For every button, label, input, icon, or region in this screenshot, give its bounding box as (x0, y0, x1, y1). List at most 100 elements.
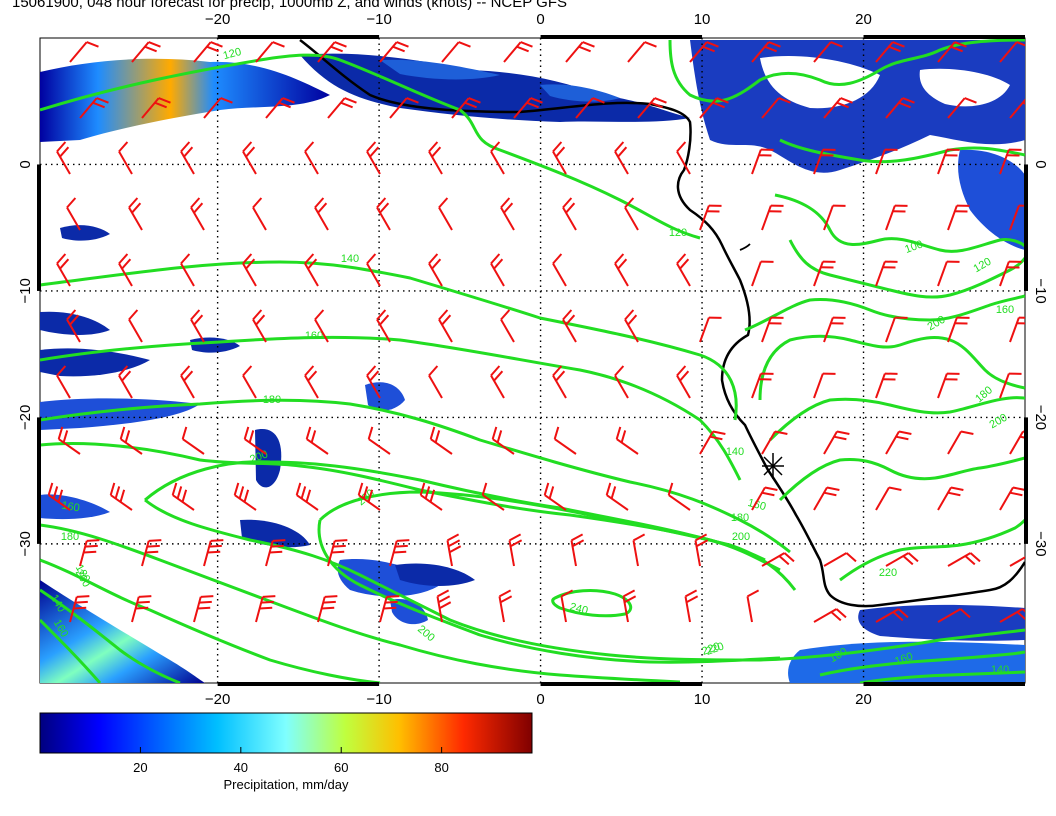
wind-barb (118, 365, 133, 399)
wind-barb (242, 253, 257, 287)
wind-barb (622, 589, 637, 623)
wind-barb (999, 372, 1022, 399)
wind-barb (885, 97, 915, 119)
wind-barb (379, 41, 409, 63)
wind-barb (203, 97, 233, 119)
wind-barb (118, 253, 133, 287)
border-tick-left (37, 417, 41, 544)
wind-barb (304, 141, 319, 175)
bottom-lon-label: 20 (855, 691, 872, 708)
wind-barb (366, 141, 381, 175)
wind-barb (446, 533, 462, 567)
wind-barb (937, 148, 960, 175)
wind-barb (265, 539, 286, 567)
precip-patch-west-1 (60, 225, 110, 241)
wind-barb (190, 309, 205, 343)
wind-barb (761, 204, 784, 231)
wind-barb (947, 430, 974, 455)
wind-barb (314, 309, 329, 343)
wind-barb (562, 197, 577, 231)
wind-barb (128, 197, 143, 231)
wind-barb (255, 595, 276, 623)
precipitation-field (40, 40, 1025, 683)
wind-barb (570, 533, 585, 567)
wind-barb (367, 426, 391, 455)
wind-barb (193, 595, 214, 623)
wind-barb (761, 316, 784, 343)
contour-label: 160 (305, 330, 323, 342)
wind-barb (699, 204, 722, 231)
wind-barb (56, 365, 71, 399)
wind-barb (513, 97, 543, 119)
border-tick-bottom (863, 682, 1025, 686)
wind-barb (490, 253, 505, 287)
top-lon-label: 0 (536, 11, 544, 28)
wind-barb (503, 41, 533, 63)
wind-barb (823, 204, 846, 231)
colorbar-tick-label: 40 (234, 760, 248, 775)
wind-barb (180, 253, 195, 287)
precip-itcz-west (40, 58, 330, 142)
wind-barb (56, 141, 71, 175)
wind-barb (376, 197, 391, 231)
precip-patch-mid-3 (255, 429, 282, 488)
border-tick-top (863, 35, 1025, 39)
wind-barb (1009, 316, 1025, 343)
contour-label: 140 (726, 446, 744, 458)
contour-label: 160 (996, 304, 1014, 316)
wind-barb (500, 309, 515, 343)
wind-barb (379, 595, 400, 623)
wind-barb (875, 148, 898, 175)
wind-barb (190, 197, 205, 231)
wind-barb (1009, 204, 1025, 231)
wind-barb (141, 97, 171, 119)
wind-barb (751, 486, 778, 511)
wind-barb (119, 426, 143, 455)
wind-barb (66, 309, 81, 343)
wind-barb (1009, 430, 1025, 455)
wind-barb (1009, 552, 1025, 567)
wind-barb (885, 430, 912, 455)
wind-barb (627, 41, 657, 63)
border-ticks (37, 35, 1028, 686)
wind-barb (667, 482, 691, 511)
wind-barb (57, 426, 81, 455)
wind-barbs (47, 41, 1025, 623)
contour-label: 140 (341, 253, 359, 265)
wind-barb (875, 608, 909, 623)
wind-barb (553, 426, 577, 455)
wind-barb (242, 365, 257, 399)
wind-barb (761, 430, 788, 455)
wind-barb (947, 552, 981, 567)
wind-barb (761, 552, 795, 567)
wind-barb (947, 316, 970, 343)
wind-barb (252, 309, 267, 343)
precip-southwest-band (40, 580, 205, 683)
wind-barb (813, 372, 836, 399)
wind-barb (751, 148, 774, 175)
contour-label: 180 (263, 394, 281, 406)
wind-barb (436, 589, 452, 623)
contour-label: 160 (60, 500, 80, 515)
wind-barb (947, 97, 977, 119)
contour-label: 220 (704, 640, 725, 658)
wind-barb (637, 97, 667, 119)
wind-barb (689, 41, 719, 63)
namibia-border-line (739, 243, 751, 251)
wind-barb (875, 372, 898, 399)
wind-barb (243, 426, 267, 455)
wind-barb (565, 41, 595, 63)
wind-barb (481, 482, 505, 511)
wind-barb (66, 197, 81, 231)
wind-barb (366, 253, 381, 287)
wind-barb (428, 253, 443, 287)
wind-barb (552, 141, 567, 175)
wind-barb (614, 141, 629, 175)
wind-barb (823, 552, 857, 567)
wind-barb (193, 41, 223, 63)
wind-barb (69, 41, 99, 63)
wind-barb (438, 309, 453, 343)
wind-barb (999, 608, 1025, 623)
wind-barb (562, 309, 577, 343)
wind-barb (823, 430, 850, 455)
